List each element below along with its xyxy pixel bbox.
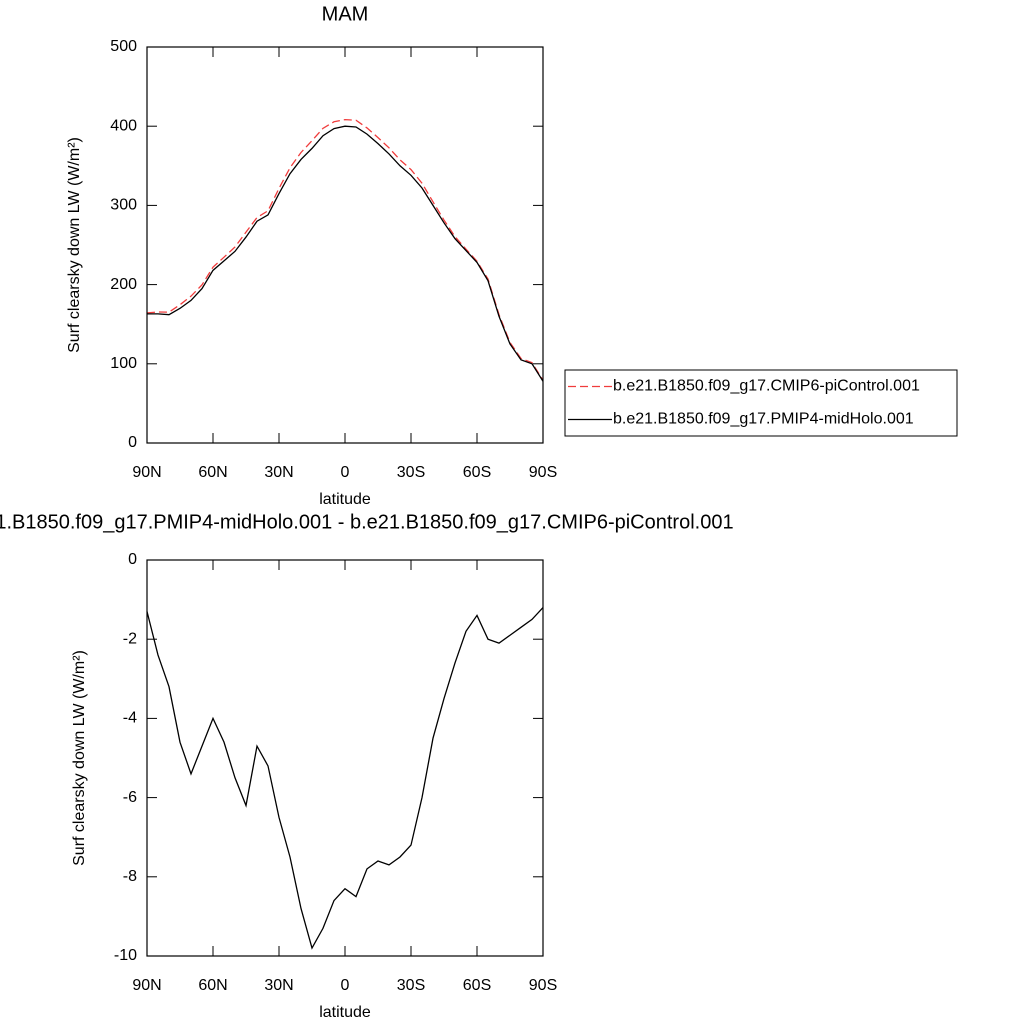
x-tick-label: 90N	[132, 464, 161, 481]
x-tick-label: 60N	[198, 977, 227, 994]
y-tick-label: 300	[110, 197, 137, 214]
data-line	[146, 607, 544, 950]
x-tick-label: 90S	[529, 464, 557, 481]
y-axis-label: Surf clearsky down LW (W/m²)	[66, 137, 83, 353]
x-tick-label: 30N	[264, 977, 293, 994]
y-tick-label: 100	[110, 355, 137, 372]
chart-title: b.e21.B1850.f09_g17.PMIP4-midHolo.001 - …	[0, 511, 734, 533]
x-tick-label: 90N	[132, 977, 161, 994]
x-tick-label: 0	[341, 464, 350, 481]
y-tick-label: -6	[123, 789, 137, 806]
x-axis-label: latitude	[319, 1004, 371, 1021]
x-tick-label: 60S	[463, 977, 491, 994]
x-tick-label: 30S	[397, 977, 425, 994]
x-tick-label: 30N	[264, 464, 293, 481]
x-tick-label: 60S	[463, 464, 491, 481]
legend-label: b.e21.B1850.f09_g17.PMIP4-midHolo.001	[613, 411, 914, 428]
data-line	[146, 118, 544, 381]
y-tick-label: -10	[114, 947, 137, 964]
y-tick-label: -2	[123, 630, 137, 647]
y-tick-label: 200	[110, 276, 137, 293]
y-axis-label: Surf clearsky down LW (W/m²)	[71, 650, 88, 866]
x-tick-label: 90S	[529, 977, 557, 994]
plot-frame	[146, 46, 544, 444]
data-line	[147, 125, 544, 382]
legend-label: b.e21.B1850.f09_g17.CMIP6-piControl.001	[613, 378, 920, 395]
y-tick-label: 0	[128, 434, 137, 451]
x-tick-label: 60N	[198, 464, 227, 481]
chart-title: MAM	[322, 3, 369, 25]
legend-box	[564, 369, 958, 437]
y-tick-label: 0	[128, 551, 137, 568]
x-tick-label: 0	[341, 977, 350, 994]
y-tick-label: -4	[123, 710, 137, 727]
x-tick-label: 30S	[397, 464, 425, 481]
y-tick-label: -8	[123, 868, 137, 885]
y-tick-label: 400	[110, 117, 137, 134]
x-axis-label: latitude	[319, 491, 371, 508]
plot-frame	[146, 559, 544, 957]
y-tick-label: 500	[110, 38, 137, 55]
